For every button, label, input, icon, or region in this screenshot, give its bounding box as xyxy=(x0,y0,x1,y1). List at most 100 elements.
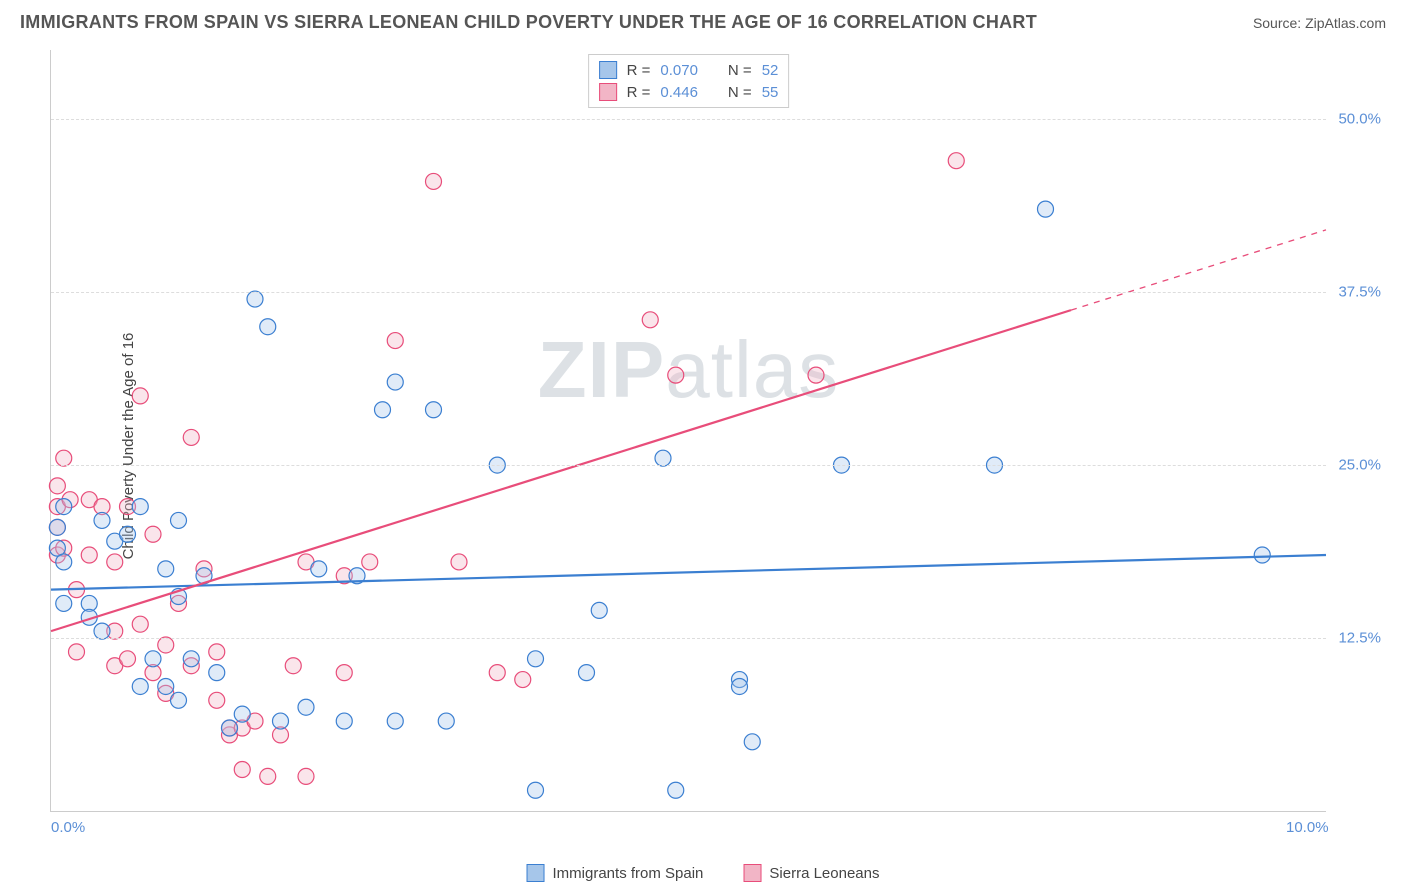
scatter-point xyxy=(744,734,760,750)
y-tick-label: 50.0% xyxy=(1338,111,1381,128)
scatter-point xyxy=(298,768,314,784)
n-label: N = xyxy=(728,62,752,79)
chart-title: IMMIGRANTS FROM SPAIN VS SIERRA LEONEAN … xyxy=(20,12,1037,33)
scatter-point xyxy=(1038,201,1054,217)
scatter-point xyxy=(132,388,148,404)
legend-swatch-pink xyxy=(599,83,617,101)
scatter-point xyxy=(94,512,110,528)
scatter-point xyxy=(247,291,263,307)
scatter-point xyxy=(528,651,544,667)
scatter-point xyxy=(336,665,352,681)
scatter-point xyxy=(362,554,378,570)
scatter-point xyxy=(171,512,187,528)
scatter-point xyxy=(668,782,684,798)
r-label: R = xyxy=(627,84,651,101)
n-label: N = xyxy=(728,84,752,101)
scatter-point xyxy=(49,519,65,535)
scatter-point xyxy=(732,678,748,694)
trend-line xyxy=(51,310,1071,631)
scatter-point xyxy=(158,637,174,653)
scatter-point xyxy=(56,554,72,570)
trend-line xyxy=(51,555,1326,590)
chart-container: Child Poverty Under the Age of 16 ZIPatl… xyxy=(50,50,1386,842)
n-value-2: 55 xyxy=(762,84,779,101)
y-tick-label: 25.0% xyxy=(1338,457,1381,474)
chart-source: Source: ZipAtlas.com xyxy=(1253,15,1386,31)
scatter-point xyxy=(120,526,136,542)
scatter-plot-svg xyxy=(51,50,1326,811)
scatter-point xyxy=(451,554,467,570)
scatter-point xyxy=(579,665,595,681)
x-tick-label: 0.0% xyxy=(51,819,85,836)
scatter-point xyxy=(311,561,327,577)
scatter-point xyxy=(948,153,964,169)
x-tick-label: 10.0% xyxy=(1286,819,1329,836)
scatter-point xyxy=(209,665,225,681)
r-value-2: 0.446 xyxy=(660,84,698,101)
scatter-point xyxy=(642,312,658,328)
scatter-point xyxy=(515,672,531,688)
scatter-point xyxy=(655,450,671,466)
legend-label: Immigrants from Spain xyxy=(553,865,704,882)
plot-area: ZIPatlas R = 0.070 N = 52 R = 0.446 N = … xyxy=(50,50,1326,812)
scatter-point xyxy=(158,678,174,694)
legend-swatch-blue xyxy=(527,864,545,882)
scatter-point xyxy=(56,595,72,611)
legend-swatch-blue xyxy=(599,61,617,79)
chart-header: IMMIGRANTS FROM SPAIN VS SIERRA LEONEAN … xyxy=(0,0,1406,41)
scatter-point xyxy=(120,651,136,667)
scatter-point xyxy=(260,768,276,784)
y-tick-label: 12.5% xyxy=(1338,630,1381,647)
bottom-legend: Immigrants from Spain Sierra Leoneans xyxy=(527,864,880,882)
scatter-point xyxy=(426,402,442,418)
scatter-point xyxy=(387,713,403,729)
trend-line-dashed xyxy=(1071,230,1326,310)
scatter-point xyxy=(56,450,72,466)
scatter-point xyxy=(222,720,238,736)
legend-label: Sierra Leoneans xyxy=(769,865,879,882)
scatter-point xyxy=(489,665,505,681)
scatter-point xyxy=(81,547,97,563)
scatter-point xyxy=(107,554,123,570)
scatter-point xyxy=(234,706,250,722)
scatter-point xyxy=(209,644,225,660)
legend-item-spain: Immigrants from Spain xyxy=(527,864,704,882)
stats-legend-row: R = 0.446 N = 55 xyxy=(599,81,779,103)
scatter-point xyxy=(132,616,148,632)
stats-legend-row: R = 0.070 N = 52 xyxy=(599,59,779,81)
scatter-point xyxy=(336,713,352,729)
legend-swatch-pink xyxy=(743,864,761,882)
scatter-point xyxy=(145,651,161,667)
scatter-point xyxy=(171,692,187,708)
n-value-1: 52 xyxy=(762,62,779,79)
scatter-point xyxy=(94,623,110,639)
scatter-point xyxy=(387,374,403,390)
scatter-point xyxy=(183,651,199,667)
scatter-point xyxy=(56,499,72,515)
scatter-point xyxy=(298,699,314,715)
scatter-point xyxy=(1254,547,1270,563)
legend-item-sierra: Sierra Leoneans xyxy=(743,864,879,882)
scatter-point xyxy=(49,478,65,494)
scatter-point xyxy=(528,782,544,798)
scatter-point xyxy=(668,367,684,383)
r-value-1: 0.070 xyxy=(660,62,698,79)
scatter-point xyxy=(132,499,148,515)
r-label: R = xyxy=(627,62,651,79)
scatter-point xyxy=(158,561,174,577)
scatter-point xyxy=(69,644,85,660)
scatter-point xyxy=(808,367,824,383)
scatter-point xyxy=(183,429,199,445)
scatter-point xyxy=(387,333,403,349)
scatter-point xyxy=(260,319,276,335)
stats-legend: R = 0.070 N = 52 R = 0.446 N = 55 xyxy=(588,54,790,108)
scatter-point xyxy=(273,713,289,729)
y-tick-label: 37.5% xyxy=(1338,284,1381,301)
scatter-point xyxy=(438,713,454,729)
scatter-point xyxy=(426,173,442,189)
scatter-point xyxy=(209,692,225,708)
scatter-point xyxy=(145,526,161,542)
scatter-point xyxy=(132,678,148,694)
scatter-point xyxy=(285,658,301,674)
scatter-point xyxy=(234,761,250,777)
